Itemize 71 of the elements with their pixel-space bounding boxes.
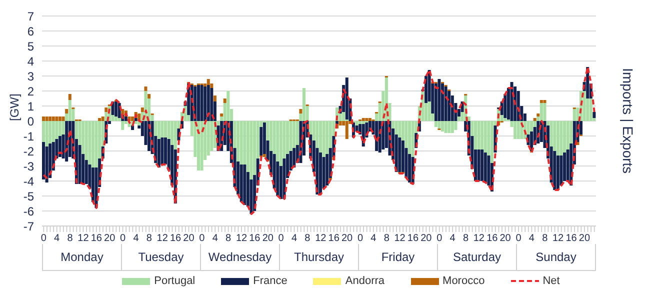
y-tick-label: -1: [23, 129, 34, 144]
y-tick-label: -5: [23, 189, 34, 204]
x-tick-label: 4: [450, 233, 456, 244]
x-tick-label: 4: [54, 233, 60, 244]
text: Saturday: [437, 244, 516, 270]
x-tick-label: 0: [436, 233, 443, 244]
x-tick-label: 20: [420, 233, 432, 244]
y-tick-label: -3: [23, 159, 34, 174]
text: Monday: [42, 244, 121, 270]
x-tick-label: 16: [328, 233, 340, 244]
x-tick-label: 4: [291, 233, 298, 244]
y-tick-label: 1: [27, 99, 34, 114]
x-tick-label: 12: [315, 233, 327, 244]
x-tick-label: 20: [341, 233, 354, 244]
x-tick-label: 4: [212, 233, 218, 244]
y-tick-label: 4: [27, 54, 34, 68]
x-tick-label: 4: [370, 233, 377, 244]
y-tick-label: -7: [23, 219, 34, 234]
y-tick-label: 7: [27, 9, 34, 24]
x-tick-label: 20: [183, 233, 195, 244]
x-tick-label: 16: [566, 233, 578, 244]
text: Sunday: [516, 244, 596, 270]
x-tick-label: 8: [462, 233, 469, 244]
x-tick-label: 8: [146, 233, 152, 244]
x-tick-label: 0: [278, 233, 284, 244]
x-tick-label: 8: [67, 233, 74, 244]
x-tick-label: 12: [552, 233, 564, 244]
legend-label: Morocco: [442, 275, 485, 287]
x-tick-label: 8: [542, 233, 548, 244]
x-tick-label: 16: [170, 233, 182, 244]
x-tick-label: 8: [226, 233, 232, 244]
y-tick-label: -2: [23, 144, 34, 158]
legend-label: France: [253, 275, 288, 287]
y-tick-label: 3: [27, 69, 34, 84]
x-tick-label: 12: [473, 233, 485, 244]
legend-label: Portugal: [154, 275, 196, 287]
x-tick-label: 12: [394, 233, 406, 244]
y-axis-title: [GW]: [7, 94, 22, 121]
x-tick-label: 12: [236, 233, 248, 244]
x-tick-label: 0: [516, 233, 522, 244]
y-tick-label: -6: [23, 204, 34, 218]
text: Wednesday: [200, 244, 279, 270]
x-tick-label: 16: [249, 233, 261, 244]
legend-label: Net: [542, 275, 560, 287]
y-tick-label: -4: [23, 174, 34, 188]
x-tick-label: 4: [528, 233, 535, 244]
x-tick-label: 0: [120, 233, 126, 244]
y-tick-label: 2: [27, 84, 34, 98]
legend-label: Andorra: [345, 275, 385, 287]
y2-axis-title: Imports | Exports: [620, 68, 636, 174]
y-tick-label: 6: [27, 24, 34, 38]
y-tick-label: 5: [27, 39, 34, 54]
x-tick-label: 8: [384, 233, 390, 244]
x-tick-label: 0: [199, 233, 206, 244]
x-tick-label: 16: [90, 233, 102, 244]
x-tick-label: 16: [407, 233, 419, 244]
x-tick-label: 20: [262, 233, 274, 244]
text: Tuesday: [121, 244, 200, 270]
x-tick-label: 20: [104, 233, 116, 244]
x-tick-label: 4: [133, 233, 140, 244]
x-tick-label: 0: [40, 233, 47, 244]
x-tick-label: 12: [156, 233, 168, 244]
y-tick-label: 0: [27, 114, 34, 128]
text: Friday: [358, 244, 437, 270]
x-tick-label: 20: [578, 233, 590, 244]
x-tick-label: 0: [357, 233, 364, 244]
x-tick-label: 20: [500, 233, 512, 244]
text: Thursday: [279, 244, 358, 270]
x-tick-label: 16: [486, 233, 498, 244]
x-tick-label: 8: [304, 233, 311, 244]
x-tick-label: 12: [78, 233, 90, 244]
